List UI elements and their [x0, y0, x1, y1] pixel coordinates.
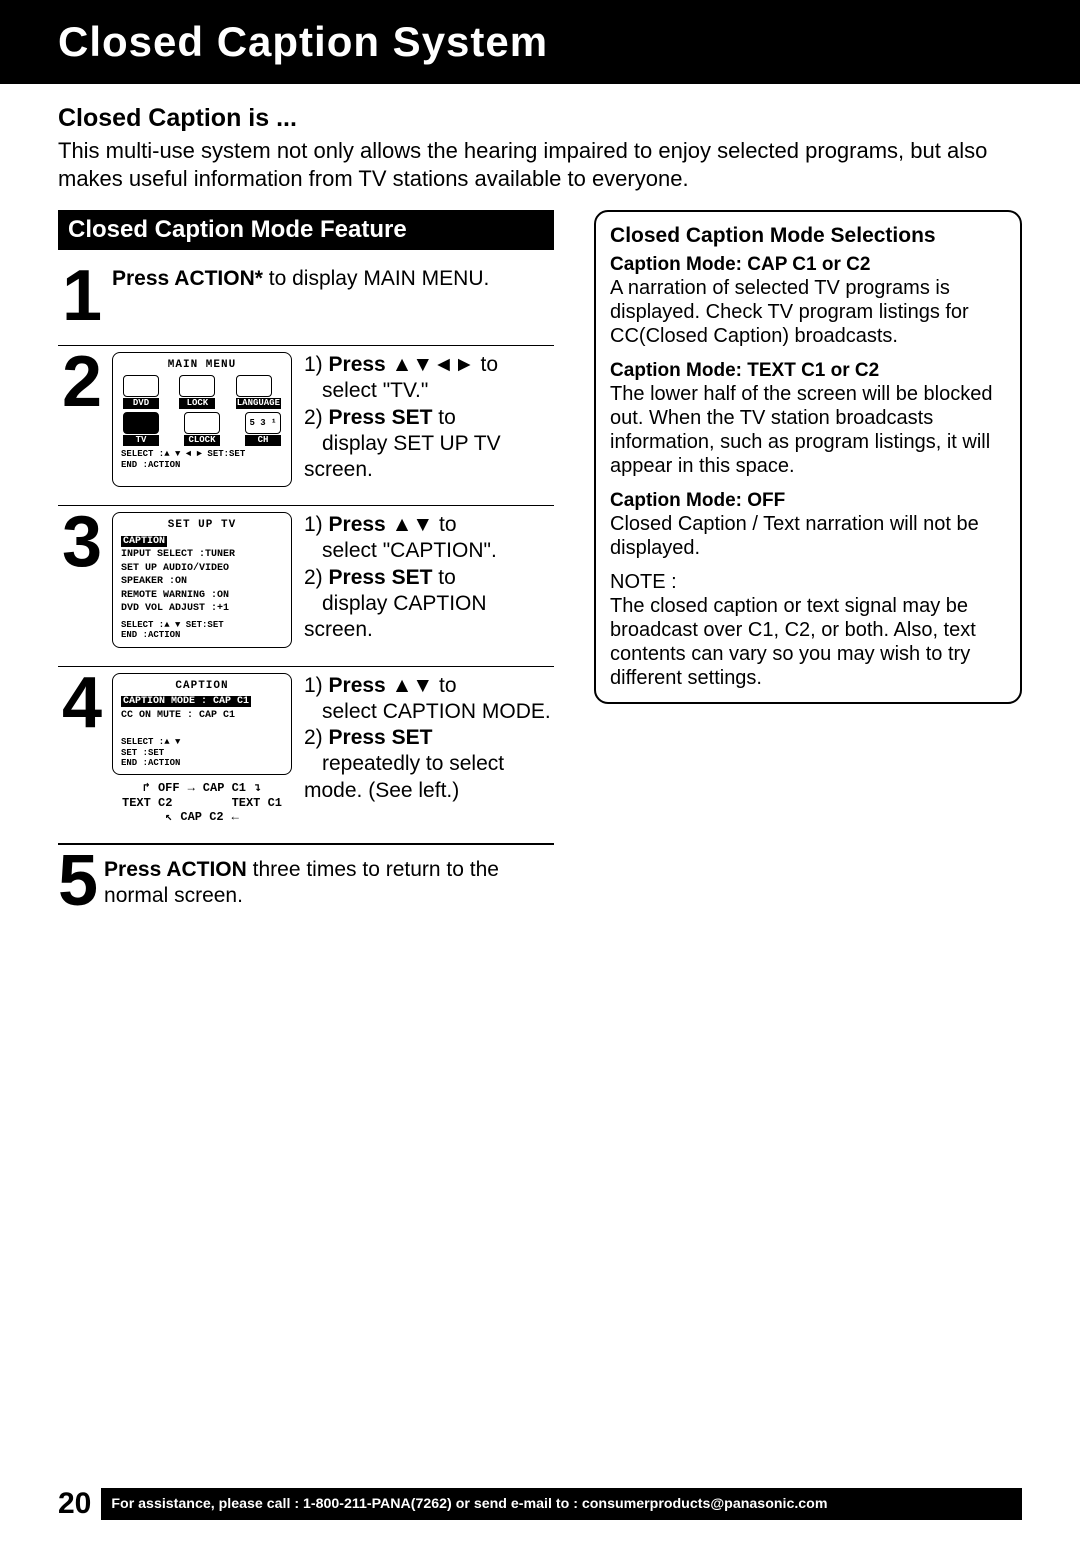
- step-5: 5 Press ACTION three times to return to …: [58, 844, 554, 930]
- right-column: Closed Caption Mode Selections Caption M…: [594, 210, 1022, 930]
- subheading: Closed Caption is ...: [58, 104, 1022, 133]
- step-4: 4 CAPTION CAPTION MODE : CAP C1 CC ON MU…: [58, 667, 554, 844]
- mode-cycle-diagram: ↱OFF→CAP C1↴ TEXT C2 TEXT C1 ↖CAP C2←: [112, 781, 292, 824]
- main-menu-diagram: MAIN MENU DVD LOCK LANGUAGE TV CLOCK 5 3…: [112, 352, 292, 487]
- step-2: 2 MAIN MENU DVD LOCK LANGUAGE TV CLOCK 5…: [58, 346, 554, 506]
- step-1-text: Press ACTION* to display MAIN MENU.: [112, 266, 489, 327]
- feature-heading: Closed Caption Mode Feature: [58, 210, 554, 250]
- intro-text: This multi-use system not only allows th…: [58, 137, 1022, 192]
- step-number: 1: [58, 266, 106, 327]
- footer-text: For assistance, please call : 1-800-211-…: [101, 1488, 1022, 1520]
- caption-menu-diagram: CAPTION CAPTION MODE : CAP C1 CC ON MUTE…: [112, 673, 292, 776]
- step-number: 2: [58, 352, 106, 487]
- step-1: 1 Press ACTION* to display MAIN MENU.: [58, 260, 554, 346]
- step-number: 5: [58, 851, 98, 912]
- setup-tv-diagram: SET UP TV CAPTION INPUT SELECT :TUNER SE…: [112, 512, 292, 647]
- selections-box: Closed Caption Mode Selections Caption M…: [594, 210, 1022, 704]
- page-title: Closed Caption System: [0, 0, 1080, 84]
- step-number: 4: [58, 673, 106, 825]
- step-3: 3 SET UP TV CAPTION INPUT SELECT :TUNER …: [58, 506, 554, 666]
- footer: 20 For assistance, please call : 1-800-2…: [0, 1487, 1080, 1521]
- left-column: Closed Caption Mode Feature 1 Press ACTI…: [58, 210, 554, 930]
- step-number: 3: [58, 512, 106, 647]
- page-number: 20: [58, 1487, 91, 1521]
